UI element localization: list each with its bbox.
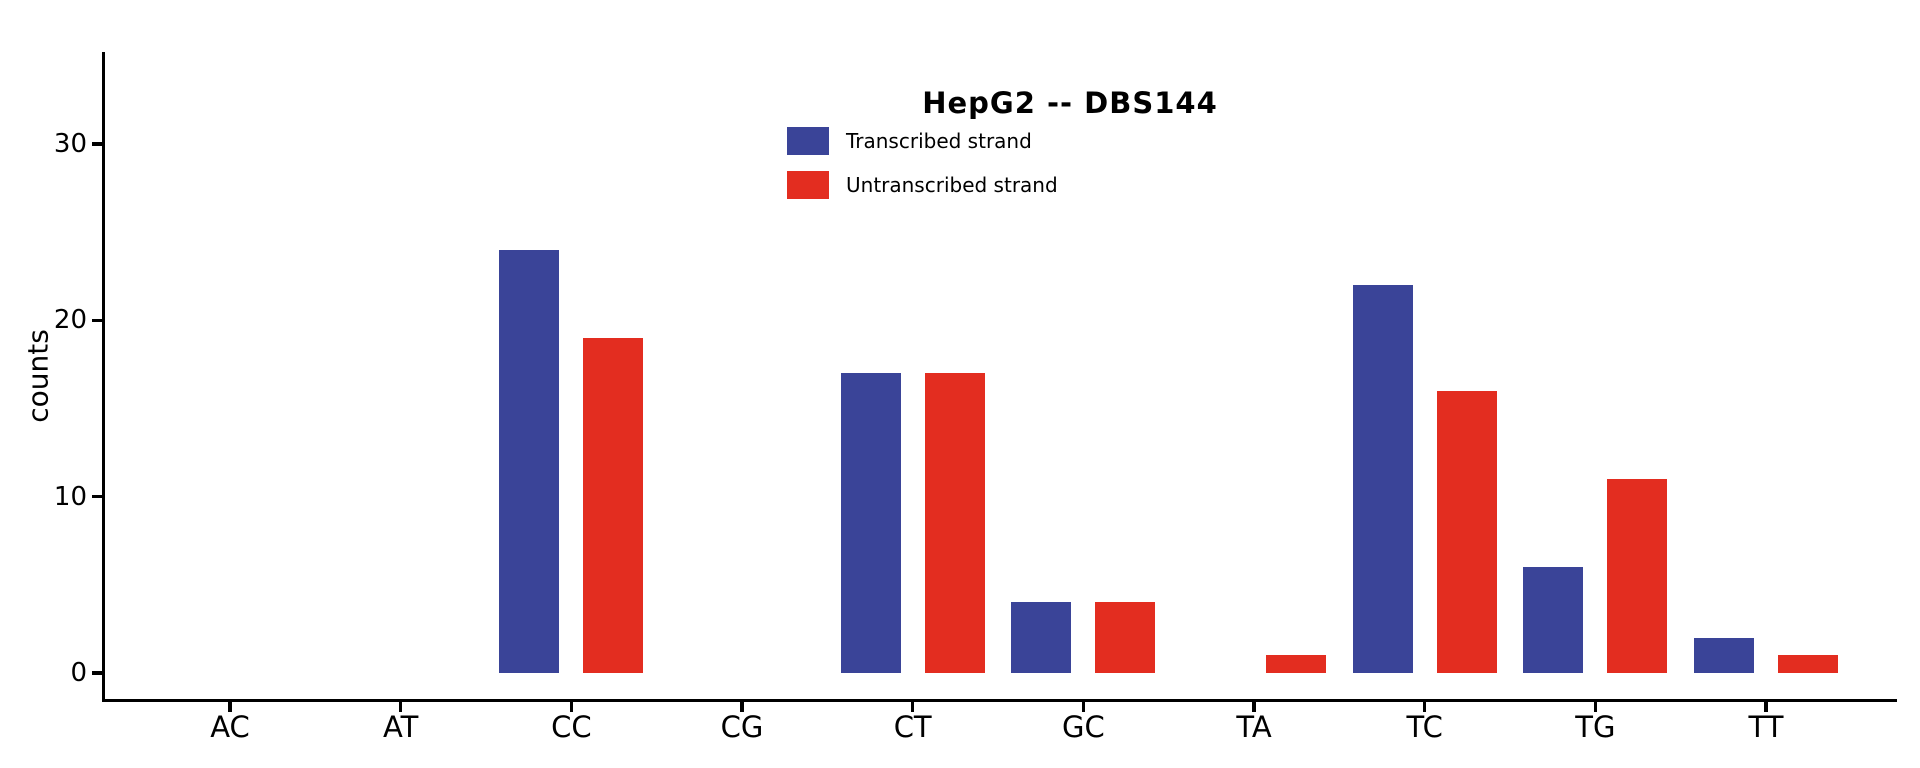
bar-TT-untranscribed [1778, 655, 1839, 673]
y-axis-line [101, 52, 105, 702]
x-tick-mark [1252, 702, 1256, 712]
x-tick-label-TA: TA [1236, 710, 1272, 744]
bar-TC-untranscribed [1436, 390, 1497, 673]
bar-CT-untranscribed [924, 373, 985, 673]
bar-TC-transcribed [1352, 285, 1413, 673]
legend-swatch-untranscribed [787, 171, 829, 199]
y-tick-mark [91, 142, 102, 146]
bar-TG-transcribed [1523, 567, 1584, 673]
y-tick-label: 0 [70, 658, 87, 688]
y-axis-label: counts [21, 329, 55, 423]
x-tick-mark [740, 702, 744, 712]
y-tick-mark [91, 494, 102, 499]
bar-TG-untranscribed [1607, 479, 1668, 673]
x-tick-label-GC: GC [1061, 710, 1105, 744]
chart-title: HepG2 -- DBS144 [922, 86, 1218, 120]
y-tick-mark [91, 318, 102, 323]
y-tick-label: 30 [53, 129, 87, 159]
x-tick-mark [228, 702, 232, 712]
x-tick-label-TC: TC [1406, 710, 1443, 744]
x-tick-label-AC: AC [210, 710, 250, 744]
bar-TT-transcribed [1694, 637, 1755, 673]
bar-GC-untranscribed [1095, 602, 1156, 673]
x-tick-label-AT: AT [383, 710, 419, 744]
bar-CC-untranscribed [583, 337, 644, 673]
x-tick-mark [1081, 702, 1086, 712]
x-tick-mark [569, 702, 574, 712]
x-tick-mark [1422, 702, 1427, 712]
x-axis-line [101, 698, 1897, 702]
legend-swatch-transcribed [787, 127, 829, 155]
y-tick-label: 10 [53, 481, 87, 512]
x-tick-label-TG: TG [1575, 710, 1616, 744]
x-tick-mark [1764, 702, 1768, 712]
bar-CT-transcribed [840, 373, 901, 673]
bar-CC-transcribed [499, 249, 560, 673]
bar-GC-transcribed [1011, 602, 1072, 673]
legend-label-transcribed: Transcribed strand [846, 129, 1032, 153]
x-tick-label-CC: CC [551, 710, 592, 744]
x-tick-mark [910, 702, 915, 712]
x-tick-mark [398, 702, 403, 712]
y-tick-label: 20 [53, 305, 87, 336]
bar-TA-untranscribed [1266, 655, 1327, 673]
x-tick-label-CT: CT [893, 710, 932, 744]
x-tick-label-TT: TT [1748, 710, 1784, 744]
x-tick-label-CG: CG [720, 710, 764, 744]
y-tick-mark [91, 671, 102, 675]
legend-label-untranscribed: Untranscribed strand [846, 173, 1058, 197]
x-tick-mark [1593, 702, 1598, 712]
